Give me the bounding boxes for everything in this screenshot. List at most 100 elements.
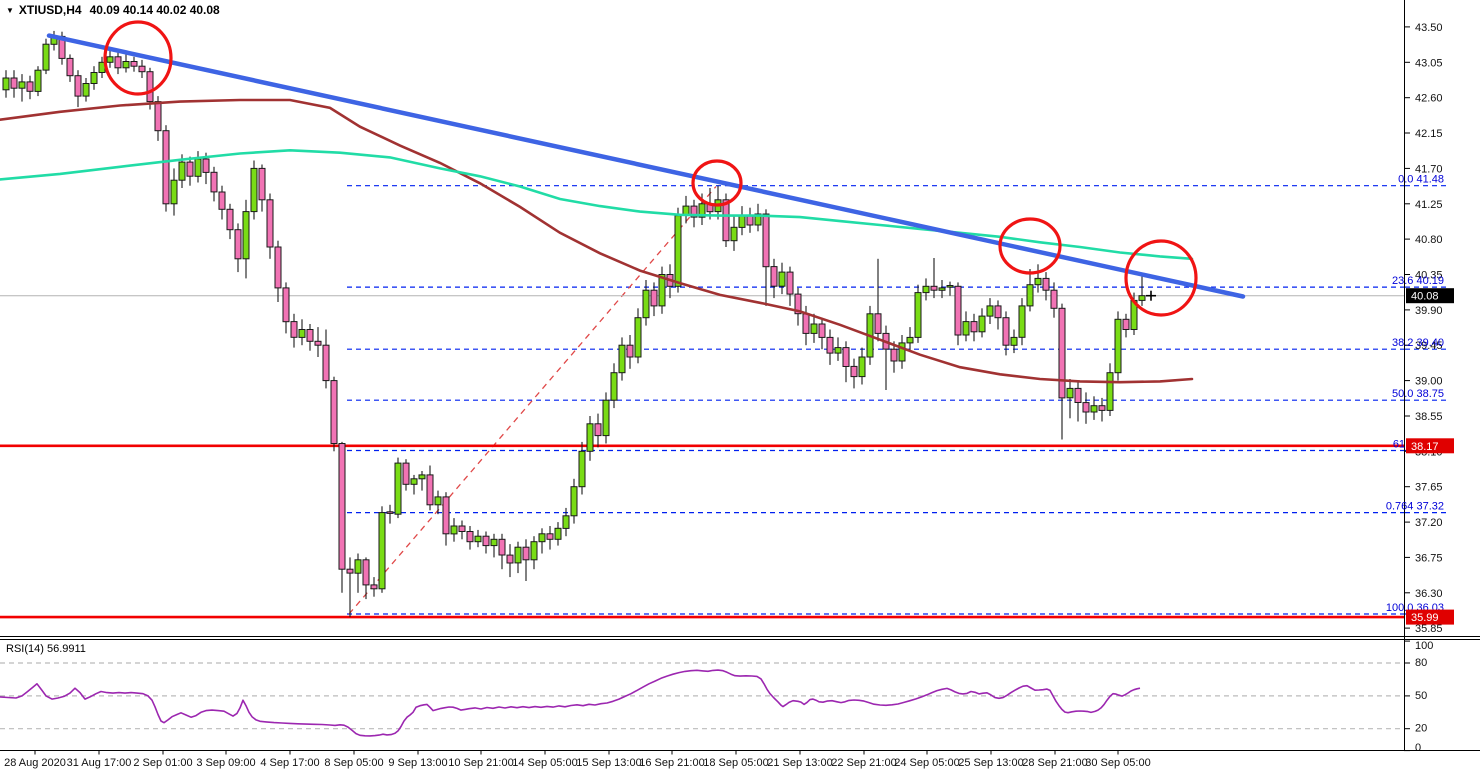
candle-body	[626, 344, 634, 358]
time-axis-label: 3 Sep 09:00	[196, 757, 255, 769]
candle-body	[426, 474, 434, 506]
candle-body	[82, 83, 90, 97]
time-axis-label: 14 Sep 05:00	[512, 757, 577, 769]
candle-body	[418, 474, 426, 480]
candle-body	[210, 171, 218, 193]
candle-body	[1098, 405, 1106, 411]
candle-body	[778, 271, 786, 287]
price-axis-label: 43.50	[1415, 22, 1443, 34]
fib-diagonal-line[interactable]	[348, 186, 717, 615]
highlight-circle[interactable]	[103, 20, 173, 96]
fib-level-label[interactable]: 0.764 37.32	[1386, 501, 1444, 513]
candle-body	[746, 215, 754, 226]
fib-level-label[interactable]: 50.0 38.75	[1392, 388, 1444, 400]
fib-level-label[interactable]: 0.0 41.48	[1398, 174, 1444, 186]
time-axis-label: 16 Sep 21:00	[639, 757, 704, 769]
rsi-indicator-label: RSI(14) 56.9911	[6, 643, 86, 655]
candle-body	[1010, 336, 1018, 346]
candle-body	[242, 211, 250, 260]
candle-body	[570, 486, 578, 517]
candle-body	[90, 72, 98, 84]
candle-body	[1074, 387, 1082, 403]
time-axis-label: 21 Sep 13:00	[767, 757, 832, 769]
candle-body	[226, 208, 234, 231]
candle-body	[562, 515, 570, 529]
candle-body	[826, 336, 834, 354]
rsi-axis-label: 80	[1415, 657, 1427, 669]
candle-body	[338, 443, 346, 570]
candle-body	[490, 538, 498, 547]
candle-body	[986, 305, 994, 317]
symbol-timeframe-label: XTIUSD,H4	[18, 3, 82, 17]
candle-body	[922, 285, 930, 294]
candle-body	[434, 496, 442, 506]
price-axis-label: 36.75	[1415, 552, 1443, 564]
price-axis-label: 39.90	[1415, 305, 1443, 317]
candle-body	[834, 347, 842, 354]
time-axis-label: 8 Sep 05:00	[324, 757, 383, 769]
candle-body	[514, 546, 522, 564]
candle-body	[874, 313, 882, 334]
candle-body	[930, 285, 938, 291]
chart-title: ▼ XTIUSD,H4 40.09 40.14 40.02 40.08	[6, 3, 220, 17]
time-axis-label: 24 Sep 05:00	[894, 757, 959, 769]
candle-body	[66, 57, 74, 77]
rsi-axis-label: 0	[1415, 742, 1421, 754]
candle-body	[122, 61, 130, 69]
candle-body	[10, 77, 18, 89]
candle-body	[498, 538, 506, 556]
candle-body	[1066, 387, 1074, 399]
highlight-circle[interactable]	[1124, 239, 1198, 317]
price-axis-label: 41.70	[1415, 163, 1443, 175]
candle-body	[786, 271, 794, 295]
candle-body	[1026, 284, 1034, 307]
candle-body	[394, 462, 402, 515]
candle-body	[138, 65, 146, 73]
candle-body	[962, 321, 970, 336]
fib-level-label[interactable]: 38.2 39.40	[1392, 337, 1444, 349]
highlight-circle[interactable]	[998, 217, 1062, 275]
price-axis-strip	[1405, 0, 1480, 636]
candle-body	[618, 344, 626, 374]
candle-body	[1002, 317, 1010, 346]
candle-body	[522, 546, 530, 561]
time-axis-label: 30 Sep 05:00	[1085, 757, 1150, 769]
price-badge-label: 40.08	[1411, 291, 1439, 303]
price-axis-label: 42.15	[1415, 128, 1443, 140]
candle-body	[258, 167, 266, 201]
fib-level-label[interactable]: 23.6 40.19	[1392, 275, 1444, 287]
candle-body	[810, 323, 818, 334]
candle-body	[938, 287, 946, 291]
symbol-dropdown-icon[interactable]: ▼	[6, 5, 14, 15]
candle-body	[850, 365, 858, 378]
candle-body	[330, 380, 338, 445]
price-axis-label: 40.35	[1415, 270, 1443, 282]
candle-body	[698, 203, 706, 218]
candle-body	[994, 305, 1002, 319]
slow-moving-average-line	[0, 98, 1194, 384]
ohlc-quote-values: 40.09 40.14 40.02 40.08	[89, 3, 220, 17]
rsi-axis-label: 20	[1415, 723, 1427, 735]
candle-body	[858, 356, 866, 378]
candle-body	[130, 61, 138, 67]
candle-body	[754, 213, 762, 226]
rsi-line	[0, 669, 1141, 737]
candle-body	[466, 531, 474, 543]
candle-body	[730, 226, 738, 242]
price-axis-label: 40.80	[1415, 234, 1443, 246]
candle-body	[762, 213, 770, 268]
candle-body	[402, 462, 410, 485]
candle-body	[482, 535, 490, 547]
candle-body	[298, 329, 306, 338]
candle-body	[410, 478, 418, 485]
highlight-circle[interactable]	[691, 159, 743, 207]
time-axis-label: 18 Sep 05:00	[703, 757, 768, 769]
candle-body	[162, 130, 170, 205]
price-badge	[1406, 438, 1454, 454]
descending-trendline[interactable]	[46, 33, 1246, 299]
time-axis-label: 25 Sep 13:00	[958, 757, 1023, 769]
candle-body	[18, 81, 26, 89]
candle-body	[370, 584, 378, 590]
